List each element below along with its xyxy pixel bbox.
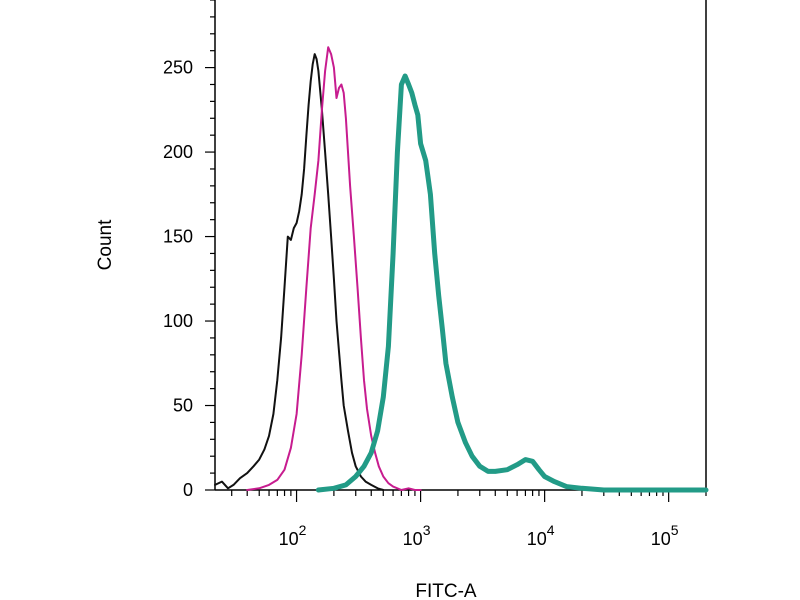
x-axis-title: FITC-A	[415, 581, 477, 600]
histogram-series-2	[246, 46, 422, 491]
histogram-series-3	[315, 73, 709, 493]
y-tick-label: 0	[183, 480, 193, 500]
x-tick-label: 104	[527, 522, 555, 549]
y-tick-label: 250	[163, 58, 193, 78]
x-tick-exponent: 2	[299, 522, 307, 538]
x-tick-label: 105	[651, 522, 679, 549]
y-axis-ticks: 0 50 100 150 200 250	[163, 0, 215, 500]
y-tick-label: 200	[163, 142, 193, 162]
y-axis-title: Count	[95, 219, 116, 270]
plot-frame	[214, 0, 707, 491]
y-tick-label: 50	[173, 396, 193, 416]
x-tick-exponent: 4	[547, 522, 555, 538]
x-tick-base: 10	[279, 529, 299, 549]
series-layer	[214, 46, 709, 493]
x-tick-exponent: 5	[671, 522, 679, 538]
x-tick-label: 102	[279, 522, 307, 549]
x-tick-label: 103	[403, 522, 431, 549]
y-tick-label: 150	[163, 227, 193, 247]
x-tick-base: 10	[403, 529, 423, 549]
x-tick-exponent: 3	[423, 522, 431, 538]
y-tick-label: 100	[163, 311, 193, 331]
x-tick-base: 10	[651, 529, 671, 549]
x-axis-ticks: 102 103 104 105	[231, 490, 707, 549]
histogram-series-1	[214, 53, 385, 491]
x-tick-base: 10	[527, 529, 547, 549]
